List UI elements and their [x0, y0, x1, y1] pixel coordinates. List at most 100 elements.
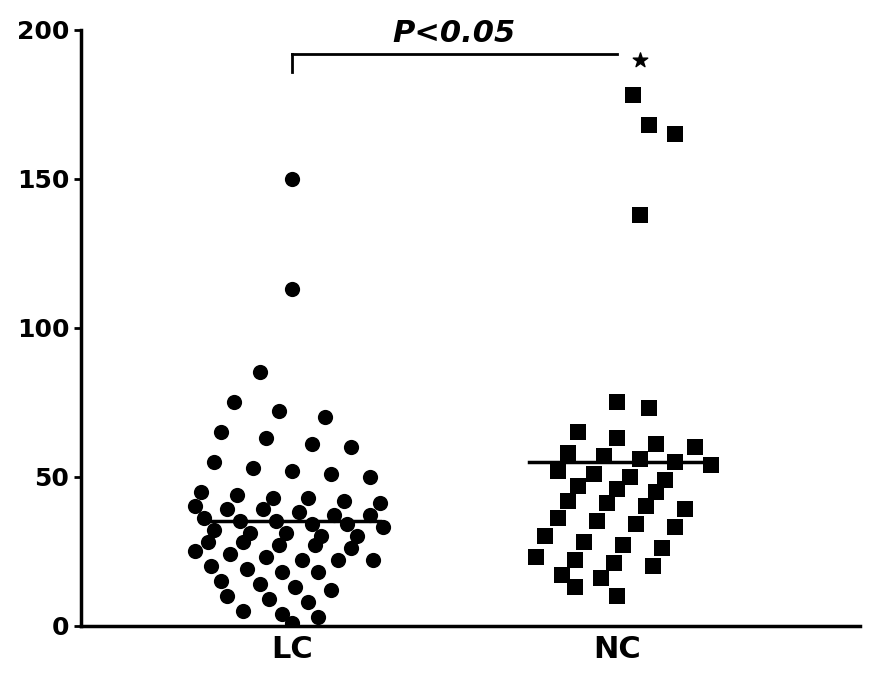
Point — [268, 516, 282, 527]
Point — [311, 612, 325, 622]
Point — [207, 525, 221, 536]
Point — [571, 426, 585, 437]
Point — [367, 554, 381, 565]
Point — [639, 501, 653, 512]
Point — [600, 498, 614, 509]
Point — [236, 537, 250, 548]
Point — [340, 519, 354, 530]
Point — [376, 522, 390, 533]
Point — [645, 560, 660, 571]
Point — [266, 492, 280, 503]
Point — [610, 432, 624, 443]
Point — [302, 597, 316, 607]
Point — [207, 456, 221, 467]
Point — [337, 495, 351, 506]
Point — [331, 554, 345, 565]
Point — [259, 432, 273, 443]
Point — [642, 120, 656, 131]
Point — [567, 554, 581, 565]
Point — [649, 439, 663, 449]
Point — [561, 447, 575, 458]
Point — [259, 552, 273, 563]
Point — [188, 501, 202, 512]
Point — [201, 537, 215, 548]
Point — [233, 516, 247, 527]
Point — [594, 573, 608, 584]
Point — [224, 549, 238, 560]
Point — [659, 474, 673, 485]
Point — [314, 530, 328, 541]
Point — [279, 528, 293, 539]
Point — [632, 54, 646, 65]
Point — [344, 441, 358, 452]
Point — [256, 504, 270, 515]
Point — [630, 519, 644, 530]
Point — [552, 465, 566, 476]
Point — [678, 504, 692, 515]
Point — [529, 552, 543, 563]
Point — [220, 590, 234, 601]
Point — [253, 367, 267, 378]
Point — [243, 528, 257, 539]
Point — [552, 513, 566, 524]
Point — [567, 582, 581, 592]
Point — [327, 510, 341, 521]
Point — [561, 495, 575, 506]
Point — [253, 578, 267, 589]
Point — [285, 174, 299, 185]
Point — [239, 564, 253, 575]
Point — [317, 412, 332, 423]
Point — [688, 441, 702, 452]
Point — [302, 492, 316, 503]
Point — [610, 397, 624, 408]
Point — [291, 507, 305, 518]
Point — [373, 498, 387, 509]
Point — [194, 486, 208, 497]
Point — [272, 406, 286, 417]
Point — [197, 513, 211, 524]
Point — [363, 510, 377, 521]
Point — [324, 469, 338, 479]
Point — [262, 593, 276, 604]
Point — [571, 480, 585, 491]
Point — [285, 617, 299, 628]
Point — [607, 558, 621, 569]
Point — [626, 90, 640, 101]
Point — [295, 554, 309, 565]
Point — [554, 569, 568, 580]
Point — [632, 209, 646, 220]
Point — [610, 590, 624, 601]
Point — [668, 129, 682, 140]
Point — [623, 471, 637, 482]
Point — [668, 456, 682, 467]
Point — [285, 465, 299, 476]
Point — [668, 522, 682, 533]
Point — [617, 540, 631, 551]
Point — [230, 489, 244, 500]
Point — [538, 530, 553, 541]
Point — [188, 545, 202, 556]
Point — [704, 459, 718, 470]
Point — [214, 575, 228, 586]
Point — [587, 469, 601, 479]
Point — [304, 519, 318, 530]
Point — [214, 426, 228, 437]
Point — [350, 530, 364, 541]
Point — [272, 540, 286, 551]
Point — [308, 540, 322, 551]
Point — [590, 516, 604, 527]
Point — [649, 486, 663, 497]
Point — [285, 283, 299, 294]
Text: P<0.05: P<0.05 — [393, 19, 516, 48]
Point — [596, 450, 610, 461]
Point — [363, 471, 377, 482]
Point — [632, 454, 646, 464]
Point — [275, 608, 289, 619]
Point — [246, 462, 260, 473]
Point — [289, 582, 303, 592]
Point — [311, 567, 325, 577]
Point — [304, 439, 318, 449]
Point — [577, 537, 591, 548]
Point — [344, 543, 358, 554]
Point — [610, 483, 624, 494]
